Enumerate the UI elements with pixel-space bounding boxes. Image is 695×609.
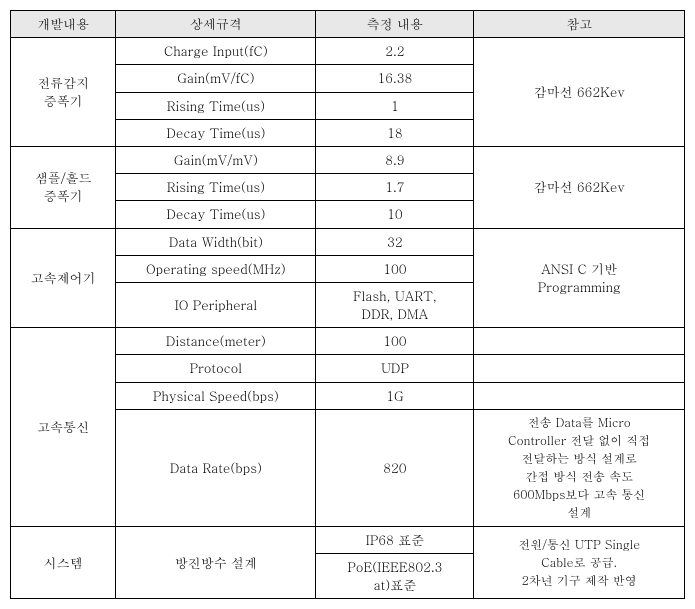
spec-cell: Data Width(bit)	[116, 228, 316, 255]
table-header-row: 개발내용 상세규격 측정 내용 참고	[11, 11, 685, 38]
note-cell	[474, 355, 685, 382]
header-spec: 상세규격	[116, 11, 316, 38]
table-row: 샘플/홀드증폭기 Gain(mV/mV) 8.9 감마선 662Kev	[11, 146, 685, 173]
spec-cell: Decay Time(us)	[116, 201, 316, 228]
spec-cell: Data Rate(bps)	[116, 409, 316, 526]
spec-cell: Rising Time(us)	[116, 92, 316, 119]
group-name: 고속통신	[11, 328, 116, 527]
group-name: 고속제어기	[11, 228, 116, 328]
spec-cell: Physical Speed(bps)	[116, 382, 316, 409]
val-cell: 8.9	[316, 146, 474, 173]
note-cell: 감마선 662Kev	[474, 38, 685, 147]
spec-table: 개발내용 상세규격 측정 내용 참고 전류감지증폭기 Charge Input(…	[10, 10, 685, 599]
val-cell: 100	[316, 328, 474, 355]
group-name: 샘플/홀드증폭기	[11, 146, 116, 228]
spec-cell: Protocol	[116, 355, 316, 382]
val-cell: 100	[316, 255, 474, 282]
val-cell: IP68 표준	[316, 526, 474, 553]
spec-cell: Gain(mV/fC)	[116, 65, 316, 92]
val-cell: Flash, UART,DDR, DMA	[316, 282, 474, 327]
val-cell: 1.7	[316, 174, 474, 201]
note-cell: ANSI C 기반Programming	[474, 228, 685, 328]
note-cell: 전원/통신 UTP SingleCable로 공급.2차년 기구 제작 반영	[474, 526, 685, 599]
header-measure: 측정 내용	[316, 11, 474, 38]
val-cell: 18	[316, 119, 474, 146]
val-cell: 10	[316, 201, 474, 228]
table-row: 시스템 방진방수 설계 IP68 표준 전원/통신 UTP SingleCabl…	[11, 526, 685, 553]
group-name: 전류감지증폭기	[11, 38, 116, 147]
val-cell: PoE(IEEE802.3at)표준	[316, 554, 474, 599]
val-cell: 32	[316, 228, 474, 255]
spec-cell: Gain(mV/mV)	[116, 146, 316, 173]
spec-cell: 방진방수 설계	[116, 526, 316, 599]
group-name: 시스템	[11, 526, 116, 599]
val-cell: UDP	[316, 355, 474, 382]
note-cell: 전송 Data를 MicroController 전달 없이 직접전달하는 방식…	[474, 409, 685, 526]
val-cell: 1G	[316, 382, 474, 409]
val-cell: 2.2	[316, 38, 474, 65]
spec-cell: Decay Time(us)	[116, 119, 316, 146]
table-row: 전류감지증폭기 Charge Input(fC) 2.2 감마선 662Kev	[11, 38, 685, 65]
header-dev: 개발내용	[11, 11, 116, 38]
table-row: 고속통신 Distance(meter) 100	[11, 328, 685, 355]
val-cell: 820	[316, 409, 474, 526]
spec-cell: Rising Time(us)	[116, 174, 316, 201]
note-cell	[474, 328, 685, 355]
val-cell: 16.38	[316, 65, 474, 92]
table-row: 고속제어기 Data Width(bit) 32 ANSI C 기반Progra…	[11, 228, 685, 255]
spec-cell: Distance(meter)	[116, 328, 316, 355]
note-cell	[474, 382, 685, 409]
spec-cell: Operating speed(MHz)	[116, 255, 316, 282]
header-note: 참고	[474, 11, 685, 38]
spec-cell: IO Peripheral	[116, 282, 316, 327]
val-cell: 1	[316, 92, 474, 119]
spec-cell: Charge Input(fC)	[116, 38, 316, 65]
note-cell: 감마선 662Kev	[474, 146, 685, 228]
